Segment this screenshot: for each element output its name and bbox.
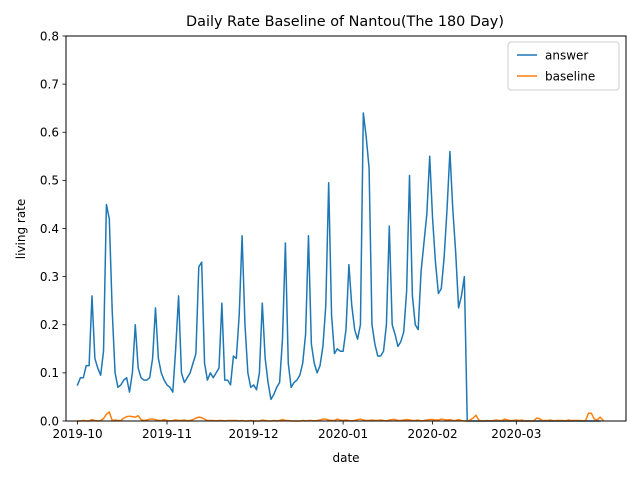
chart-title: Daily Rate Baseline of Nantou(The 180 Da… (186, 14, 504, 30)
legend: answer baseline (507, 41, 620, 91)
x-tick-label: 2019-11 (142, 427, 192, 441)
y-tick-label: 0.1 (40, 366, 59, 380)
y-tick-label: 0.5 (40, 174, 59, 188)
x-tick-label: 2020-03 (491, 427, 541, 441)
legend-label-baseline: baseline (545, 69, 595, 83)
x-tick-label: 2019-12 (229, 427, 279, 441)
legend-label-answer: answer (545, 48, 588, 62)
y-tick-label: 0.8 (40, 29, 59, 43)
y-axis-ticks: 0.0 0.1 0.2 0.3 0.4 0.5 0.6 0.7 0.8 (40, 29, 66, 428)
y-tick-label: 0.2 (40, 318, 59, 332)
x-tick-label: 2020-02 (408, 427, 458, 441)
y-tick-label: 0.6 (40, 126, 59, 140)
y-tick-label: 0.4 (40, 222, 59, 236)
y-tick-label: 0.3 (40, 270, 59, 284)
y-tick-label: 0.7 (40, 77, 59, 91)
x-tick-label: 2020-01 (318, 427, 368, 441)
legend-box (507, 41, 620, 91)
x-axis-ticks: 2019-10 2019-11 2019-12 2020-01 2020-02 2020-… (52, 421, 541, 441)
y-axis-label: living rate (14, 199, 28, 260)
plot-frame (65, 35, 627, 422)
x-axis-label: date (332, 451, 359, 465)
x-tick-label: 2019-10 (52, 427, 102, 441)
y-tick-label: 0.0 (40, 414, 59, 428)
series-line-baseline (76, 411, 604, 422)
